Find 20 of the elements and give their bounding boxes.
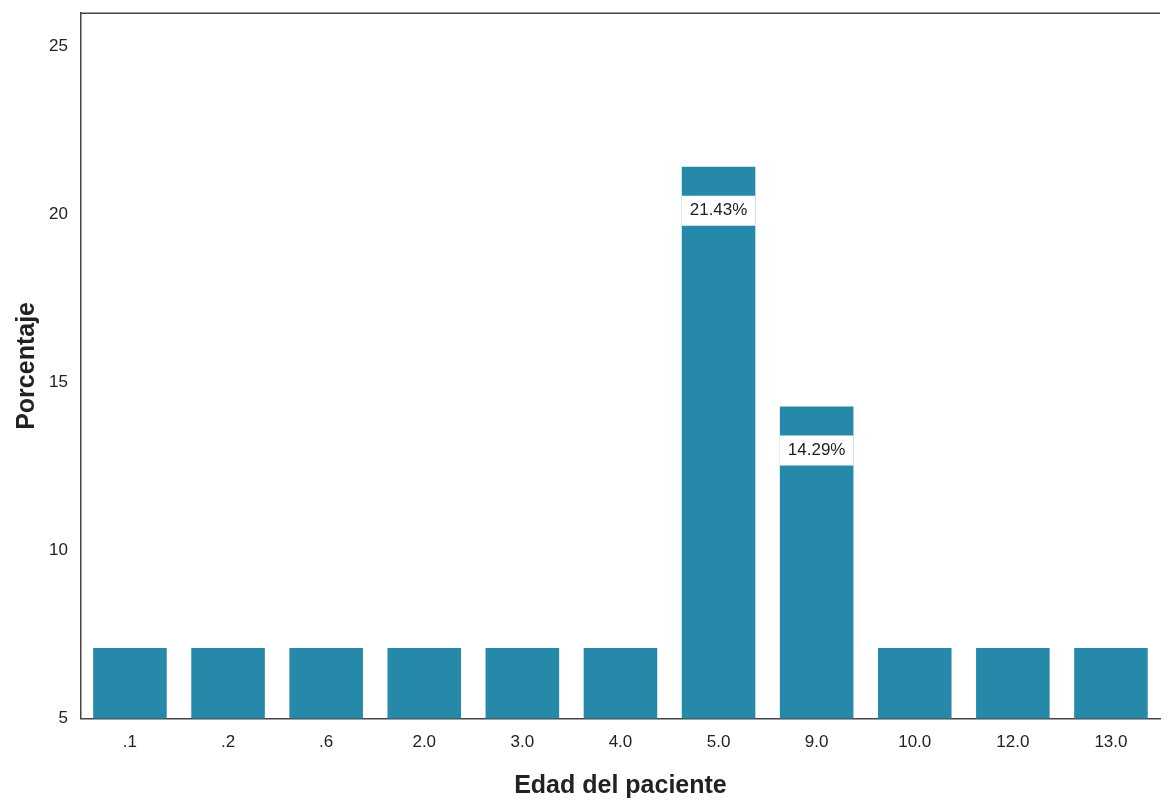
- x-axis-title: Edad del paciente: [514, 769, 727, 798]
- data-label: 21.43%: [689, 200, 748, 220]
- x-tick-label: 4.0: [608, 732, 633, 752]
- x-tick-label: 12.0: [996, 732, 1030, 752]
- y-axis-title: Porcentaje: [10, 301, 39, 430]
- y-tick-label: 10: [48, 540, 68, 560]
- data-label: 14.29%: [787, 440, 846, 460]
- y-tick-label: 15: [48, 372, 68, 392]
- y-tick-label: 25: [48, 36, 68, 56]
- x-tick-label: 13.0: [1094, 732, 1128, 752]
- x-tick-label: 2.0: [412, 732, 437, 752]
- y-tick-label: 20: [48, 204, 68, 224]
- x-tick-label: 5.0: [706, 732, 731, 752]
- x-tick-label: .6: [319, 732, 334, 752]
- y-tick-label: 5: [58, 708, 68, 728]
- x-tick-label: 3.0: [510, 732, 535, 752]
- x-tick-label: .2: [220, 732, 236, 752]
- x-tick-label: .1: [122, 732, 138, 752]
- x-tick-label: 10.0: [898, 732, 932, 752]
- x-tick-label: 9.0: [804, 732, 829, 752]
